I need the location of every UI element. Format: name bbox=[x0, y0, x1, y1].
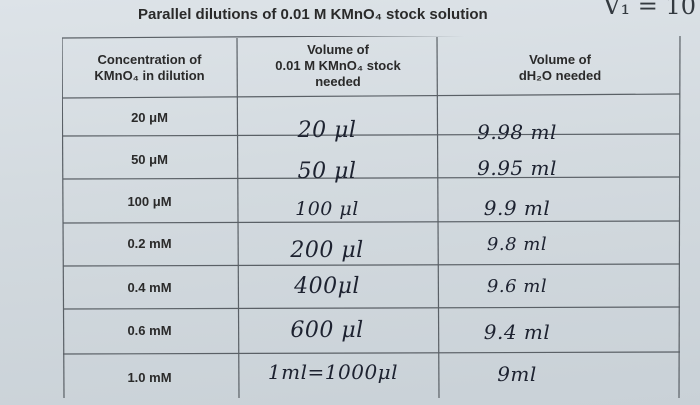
row-3-water-volume: 9.9 ml bbox=[483, 196, 551, 220]
header-water-volume: Volume of dH₂O needed bbox=[440, 52, 680, 84]
header-concentration-line2: KMnO₄ in dilution bbox=[94, 68, 205, 83]
row-3-stock-volume: 100 μl bbox=[295, 198, 359, 220]
row-3-concentration: 100 μM bbox=[127, 194, 172, 209]
dilution-table: Concentration of KMnO₄ in dilution Volum… bbox=[62, 36, 682, 398]
row-4-water-volume: 9.8 ml bbox=[486, 234, 548, 255]
worksheet-title: Parallel dilutions of 0.01 M KMnO₄ stock… bbox=[138, 6, 488, 23]
row-2-stock-volume: 50 μl bbox=[297, 159, 357, 184]
row-7-stock-volume: 1ml=1000μl bbox=[267, 360, 399, 384]
row-1-water-volume: 9.98 ml bbox=[477, 120, 557, 144]
header-water-line2: dH₂O needed bbox=[518, 68, 602, 83]
row-1-stock-volume: 20 μl bbox=[297, 118, 357, 143]
header-stock-line1: Volume of bbox=[307, 42, 369, 57]
header-stock-line2: 0.01 M KMnO₄ stock bbox=[275, 58, 401, 73]
header-concentration: Concentration of KMnO₄ in dilution bbox=[62, 52, 237, 84]
row-7-concentration: 1.0 mM bbox=[127, 370, 172, 385]
header-concentration-line1: Concentration of bbox=[97, 52, 202, 67]
row-2-concentration: 50 μM bbox=[131, 152, 168, 167]
row-6-concentration: 0.6 mM bbox=[127, 323, 172, 338]
row-7-water-volume: 9ml bbox=[497, 362, 537, 386]
row-1-concentration: 20 μM bbox=[131, 110, 168, 125]
row-4-concentration: 0.2 mM bbox=[127, 236, 172, 251]
table-gridlines bbox=[62, 36, 681, 398]
header-stock-volume: Volume of 0.01 M KMnO₄ stock needed bbox=[240, 42, 436, 90]
header-water-line1: Volume of bbox=[529, 52, 591, 67]
row-5-stock-volume: 400μl bbox=[294, 274, 360, 299]
header-stock-line3: needed bbox=[315, 74, 361, 89]
row-6-stock-volume: 600 μl bbox=[290, 318, 364, 343]
row-2-water-volume: 9.95 ml bbox=[477, 156, 557, 180]
row-4-stock-volume: 200 μl bbox=[290, 238, 364, 263]
corner-handwritten-note: V₁ = 10 bbox=[603, 0, 696, 20]
row-5-water-volume: 9.6 ml bbox=[486, 276, 548, 297]
row-5-concentration: 0.4 mM bbox=[127, 280, 172, 295]
row-6-water-volume: 9.4 ml bbox=[483, 320, 551, 344]
